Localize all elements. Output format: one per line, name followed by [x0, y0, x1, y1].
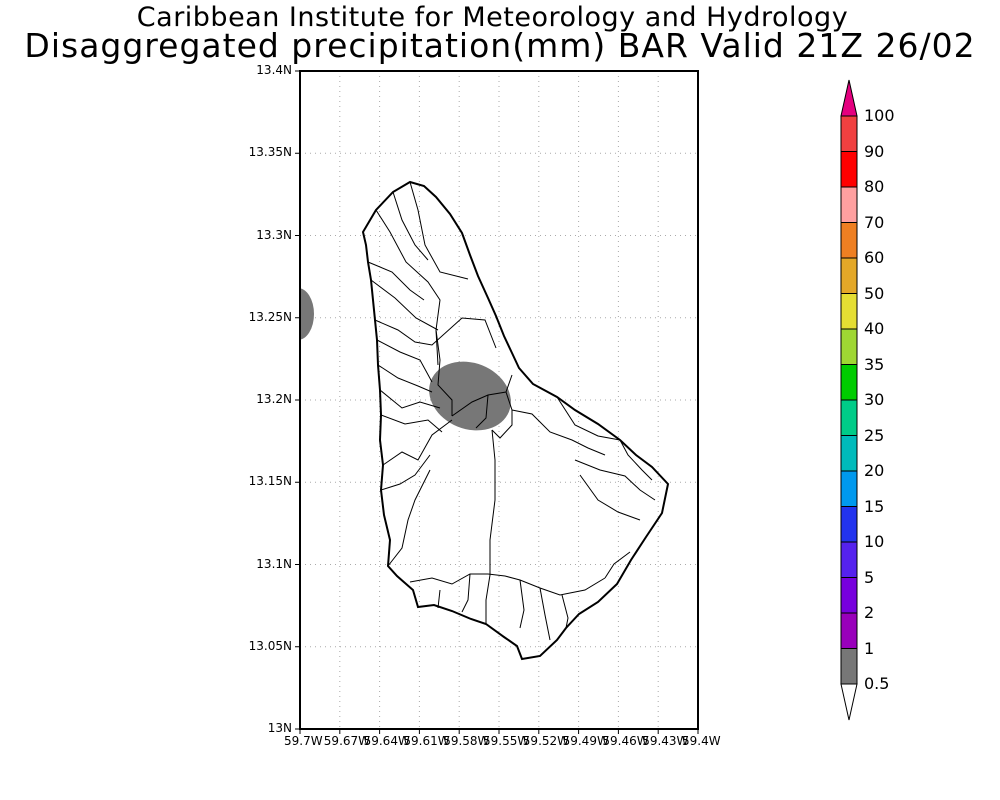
colorbar-label: 35	[864, 354, 885, 374]
x-tick-label: 59.64W	[363, 734, 410, 748]
colorbar-label: 25	[864, 425, 885, 445]
colorbar-label: 60	[864, 248, 885, 267]
colorbar-label: 100	[864, 106, 895, 125]
colorbar-label: 0.5	[864, 674, 890, 693]
x-tick-label: 59.7W	[284, 734, 323, 748]
map-title: Caribbean Institute for Meteorology and …	[136, 2, 849, 33]
y-tick-label: 13.1N	[256, 556, 292, 571]
colorbar-label: 50	[864, 283, 885, 303]
colorbar-swatch	[840, 115, 858, 152]
colorbar-swatch	[840, 506, 858, 543]
colorbar-swatch	[840, 328, 858, 365]
colorbar-swatch	[840, 470, 858, 507]
x-tick-label: 59.55W	[483, 734, 530, 748]
rain-area-west-edge	[300, 288, 314, 340]
barbados-coastline	[361, 180, 670, 661]
colorbar	[840, 79, 858, 721]
colorbar-label: 80	[864, 177, 885, 196]
x-tick-label: 59.67W	[323, 734, 371, 748]
colorbar-label: 30	[864, 390, 885, 409]
colorbar-swatch	[840, 648, 858, 685]
colorbar-label: 10	[864, 532, 885, 551]
colorbar-swatch	[840, 257, 858, 294]
colorbar-label: 2	[864, 603, 875, 622]
colorbar-label: 15	[864, 496, 885, 516]
colorbar-bottom-arrow	[840, 683, 858, 721]
colorbar-swatch	[840, 186, 858, 223]
y-tick-label: 13.4N	[256, 63, 292, 77]
colorbar-swatch	[840, 612, 858, 649]
colorbar-label: 40	[864, 319, 885, 338]
rain-area-central	[429, 361, 511, 431]
colorbar-swatch	[840, 293, 858, 330]
rivers-watersheds	[367, 181, 656, 641]
colorbar-swatch	[840, 577, 858, 614]
y-tick-label: 13.2N	[256, 392, 292, 406]
colorbar-top-arrow	[840, 79, 858, 117]
x-tick-label: 59.49W	[562, 734, 609, 748]
y-tick-label: 13.25N	[248, 309, 292, 324]
x-tick-label: 59.46W	[602, 734, 649, 748]
colorbar-label: 5	[864, 567, 875, 587]
colorbar-label: 20	[864, 461, 885, 480]
x-tick-label: 59.52W	[522, 734, 570, 748]
colorbar-swatch	[840, 364, 858, 401]
x-tick-label: 59.58W	[443, 734, 490, 748]
colorbar-swatch	[840, 399, 858, 436]
axis-ticks	[295, 70, 699, 734]
colorbar-label: 1	[864, 638, 875, 658]
colorbar-label: 70	[864, 212, 885, 232]
x-tick-label: 59.43W	[642, 734, 689, 748]
x-tick-label: 59.61W	[403, 734, 450, 748]
x-tick-label: 59.4W	[682, 734, 721, 748]
map-subtitle: Disaggregated precipitation(mm) BAR Vali…	[24, 26, 976, 104]
y-tick-label: 13.05N	[248, 638, 292, 653]
colorbar-swatch	[840, 541, 858, 578]
y-tick-label: 13N	[267, 721, 292, 735]
colorbar-label: 90	[864, 141, 885, 161]
colorbar-swatch	[840, 222, 858, 259]
colorbar-swatch	[840, 151, 858, 188]
y-tick-label: 13.3N	[256, 227, 292, 242]
colorbar-swatch	[840, 435, 858, 472]
y-tick-label: 13.35N	[248, 145, 292, 160]
y-tick-label: 13.15N	[248, 474, 292, 489]
